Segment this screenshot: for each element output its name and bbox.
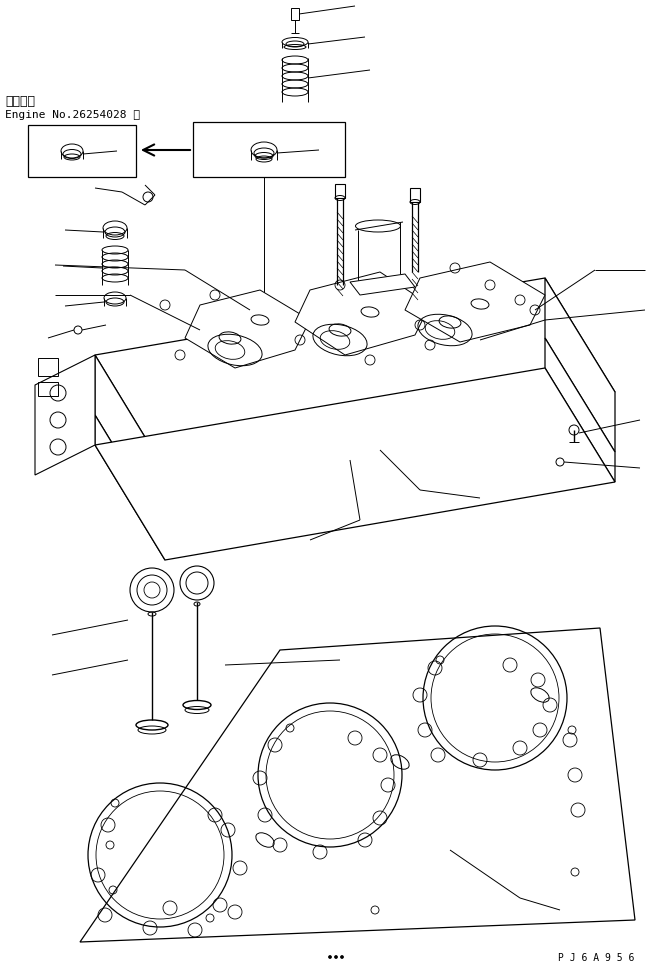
Bar — [193, 122, 345, 177]
Polygon shape — [295, 272, 430, 355]
Polygon shape — [95, 278, 615, 470]
Polygon shape — [185, 290, 310, 368]
Polygon shape — [80, 628, 635, 942]
Bar — [291, 8, 299, 20]
Bar — [28, 125, 136, 177]
Text: 適用号機: 適用号機 — [5, 95, 35, 108]
Text: P J 6 A 9 5 6: P J 6 A 9 5 6 — [558, 953, 634, 963]
Text: Engine No.26254028 ～: Engine No.26254028 ～ — [5, 110, 140, 120]
Polygon shape — [405, 262, 545, 342]
Bar — [335, 184, 345, 198]
Circle shape — [328, 955, 332, 958]
Bar — [410, 188, 420, 202]
Polygon shape — [350, 274, 415, 295]
Bar — [38, 358, 58, 376]
Polygon shape — [95, 415, 165, 560]
Polygon shape — [545, 338, 615, 482]
Polygon shape — [35, 355, 95, 475]
Circle shape — [341, 955, 343, 958]
Circle shape — [334, 955, 337, 958]
Polygon shape — [545, 278, 615, 452]
Polygon shape — [95, 368, 615, 560]
Polygon shape — [95, 355, 165, 530]
Bar — [38, 382, 58, 396]
